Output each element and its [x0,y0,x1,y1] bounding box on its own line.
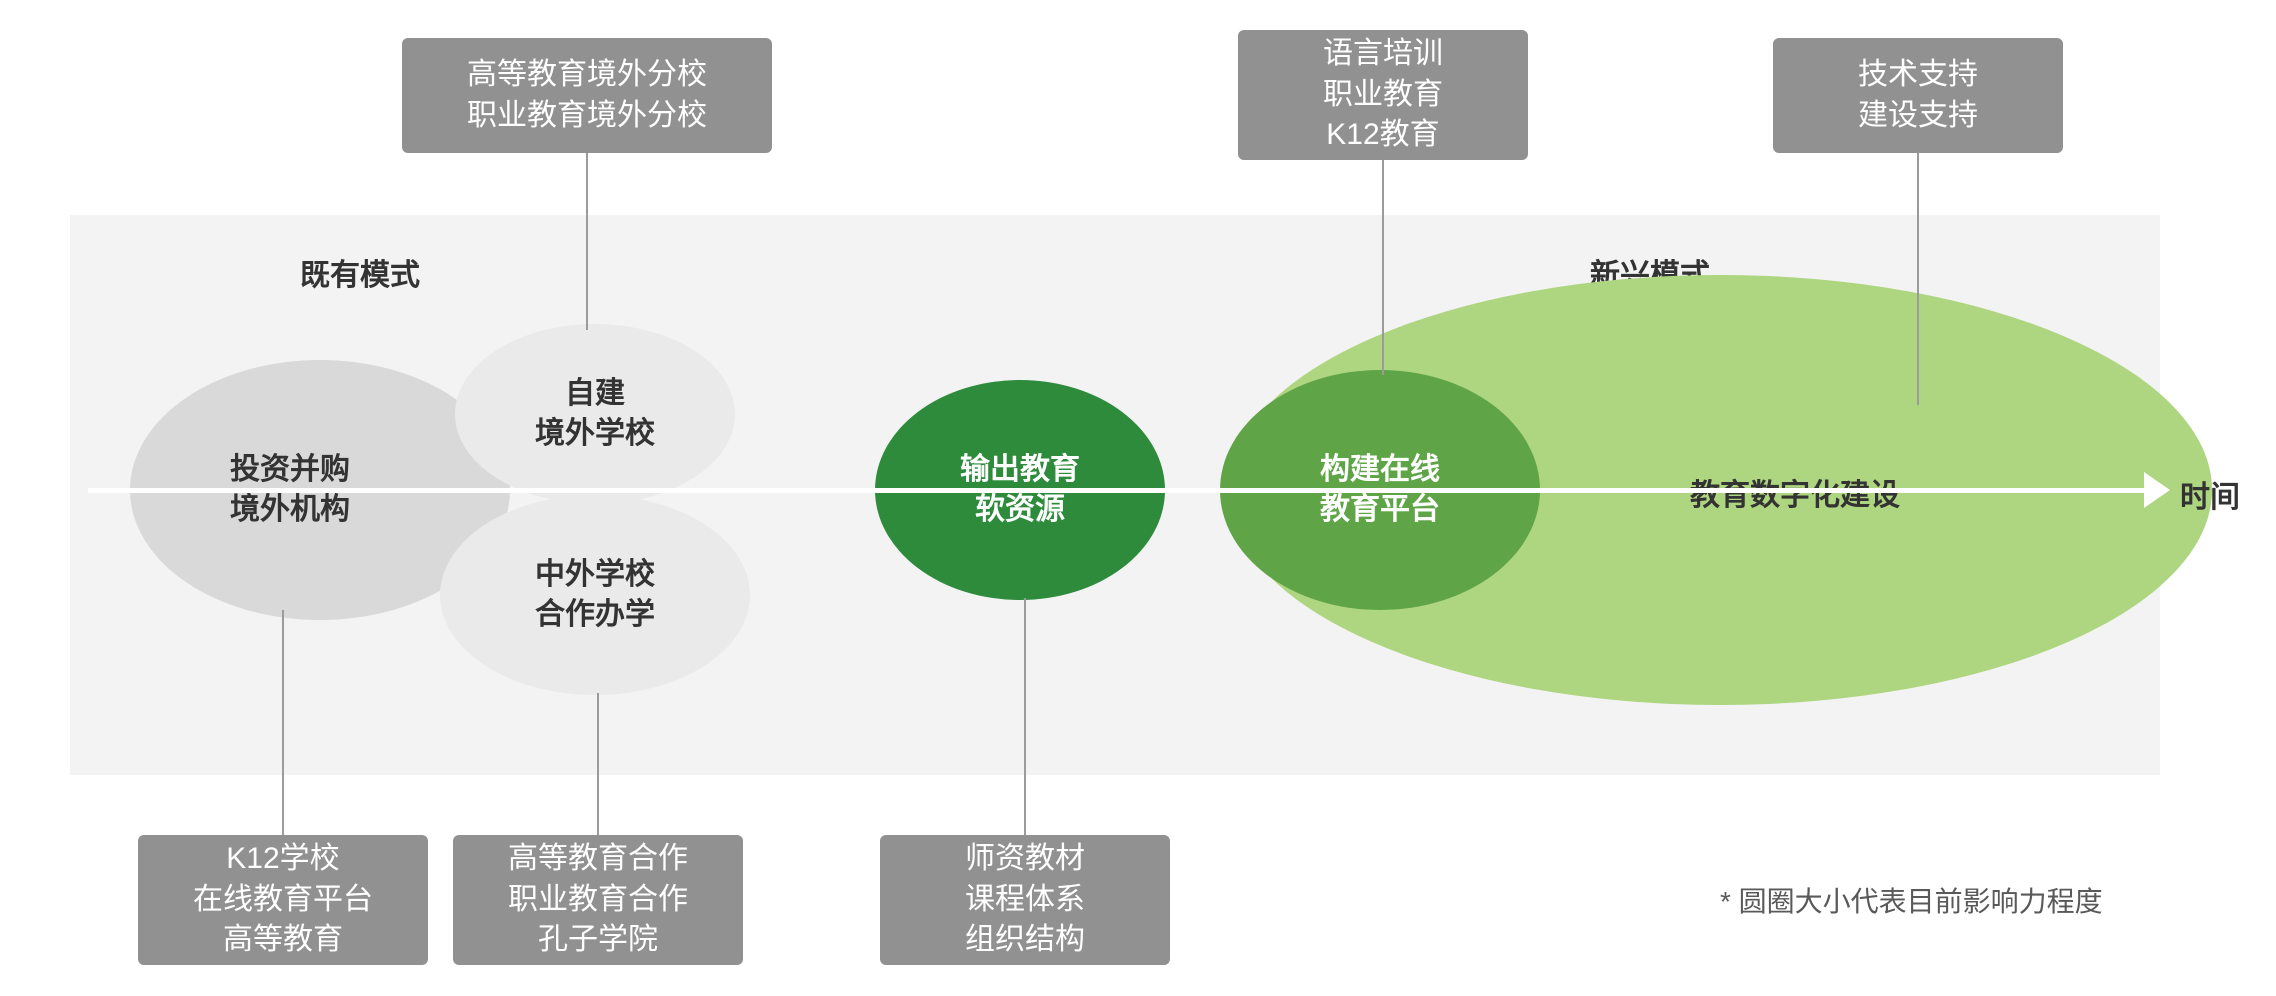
footnote: * 圆圈大小代表目前影响力程度 [1720,880,2103,920]
connector-bottom-3 [1024,598,1026,835]
timeline-arrow-head [2144,472,2170,508]
ellipse-coop-school-label: 中外学校合作办学 [535,555,655,636]
axis-label-time: 时间 [2180,472,2240,516]
callout-top-left: 高等教育境外分校职业教育境外分校 [402,38,772,153]
timeline-arrow-line [88,488,2144,493]
heading-existing: 既有模式 [300,250,420,294]
callout-top-right: 技术支持建设支持 [1773,38,2063,153]
connector-top-left [586,153,588,330]
connector-bottom-2 [597,693,599,835]
connector-top-mid [1382,160,1384,375]
connector-top-right [1917,153,1919,405]
ellipse-build-school-label: 自建境外学校 [535,374,655,455]
callout-top-mid: 语言培训职业教育K12教育 [1238,30,1528,160]
callout-bottom-2: 高等教育合作职业教育合作孔子学院 [453,835,743,965]
callout-bottom-1: K12学校在线教育平台高等教育 [138,835,428,965]
connector-bottom-1 [282,610,284,835]
ellipse-build-school: 自建境外学校 [455,324,735,504]
callout-bottom-3: 师资教材课程体系组织结构 [880,835,1170,965]
ellipse-coop-school: 中外学校合作办学 [440,495,750,695]
